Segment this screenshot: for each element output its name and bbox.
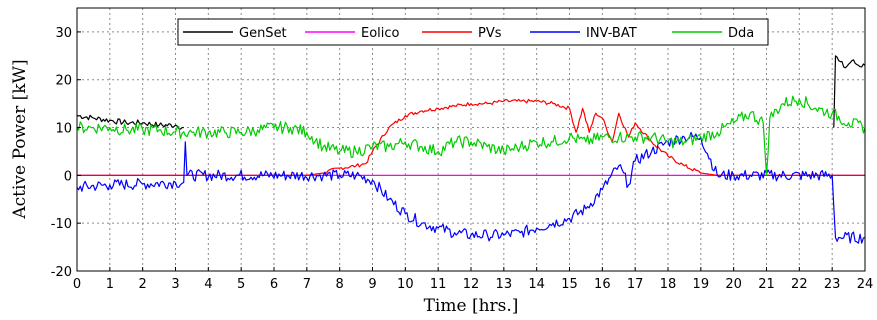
x-tick-label: 14 bbox=[528, 277, 545, 292]
legend-box bbox=[177, 18, 769, 46]
x-tick-label: 20 bbox=[725, 277, 742, 292]
legend-label-genset: GenSet bbox=[239, 26, 287, 41]
y-tick-label: 0 bbox=[64, 169, 72, 184]
x-tick-label: 22 bbox=[791, 277, 808, 292]
x-tick-label: 23 bbox=[824, 277, 841, 292]
x-tick-label: 0 bbox=[73, 277, 81, 292]
y-tick-label: -10 bbox=[51, 217, 72, 232]
x-tick-label: 4 bbox=[204, 277, 212, 292]
x-tick-label: 18 bbox=[660, 277, 677, 292]
x-tick-label: 13 bbox=[496, 277, 513, 292]
y-tick-label: 30 bbox=[55, 26, 72, 41]
legend-label-pvs: PVs bbox=[478, 26, 502, 41]
series-line-dda bbox=[76, 95, 866, 176]
x-tick-label: 17 bbox=[627, 277, 644, 292]
y-axis-label: Active Power [kW] bbox=[10, 59, 30, 219]
y-tick-label: 20 bbox=[55, 74, 72, 89]
x-tick-label: 6 bbox=[270, 277, 278, 292]
x-tick-label: 8 bbox=[336, 277, 344, 292]
legend-label-dda: Dda bbox=[728, 26, 754, 41]
x-tick-label: 2 bbox=[139, 277, 147, 292]
x-tick-label: 5 bbox=[237, 277, 245, 292]
legend-label-inv-bat: INV-BAT bbox=[586, 26, 637, 41]
x-tick-label: 7 bbox=[303, 277, 311, 292]
x-tick-label: 15 bbox=[561, 277, 578, 292]
y-tick-label: 10 bbox=[55, 122, 72, 137]
series-lines bbox=[76, 55, 866, 244]
x-tick-label: 19 bbox=[693, 277, 710, 292]
x-tick-label: 1 bbox=[106, 277, 114, 292]
series-line-genset bbox=[76, 55, 866, 130]
x-axis-label: Time [hrs.] bbox=[424, 296, 519, 316]
x-tick-label: 9 bbox=[368, 277, 376, 292]
series-line-inv-bat bbox=[76, 131, 866, 244]
x-tick-label: 3 bbox=[171, 277, 179, 292]
axis-ticks: 0 1 2 3 4 5 6 7 8 9 10 11 12 13 14 15 16 17 18 19 20 21 22 23 24… bbox=[51, 26, 874, 292]
x-tick-label: 24 bbox=[857, 277, 874, 292]
legend: GenSet Eolico PVs INV-BAT Dda bbox=[177, 18, 769, 46]
x-tick-label: 12 bbox=[463, 277, 480, 292]
x-tick-label: 10 bbox=[397, 277, 414, 292]
y-tick-label: -20 bbox=[51, 265, 72, 280]
x-tick-label: 11 bbox=[430, 277, 447, 292]
legend-label-eolico: Eolico bbox=[361, 26, 400, 41]
x-tick-label: 21 bbox=[758, 277, 775, 292]
x-tick-label: 16 bbox=[594, 277, 611, 292]
